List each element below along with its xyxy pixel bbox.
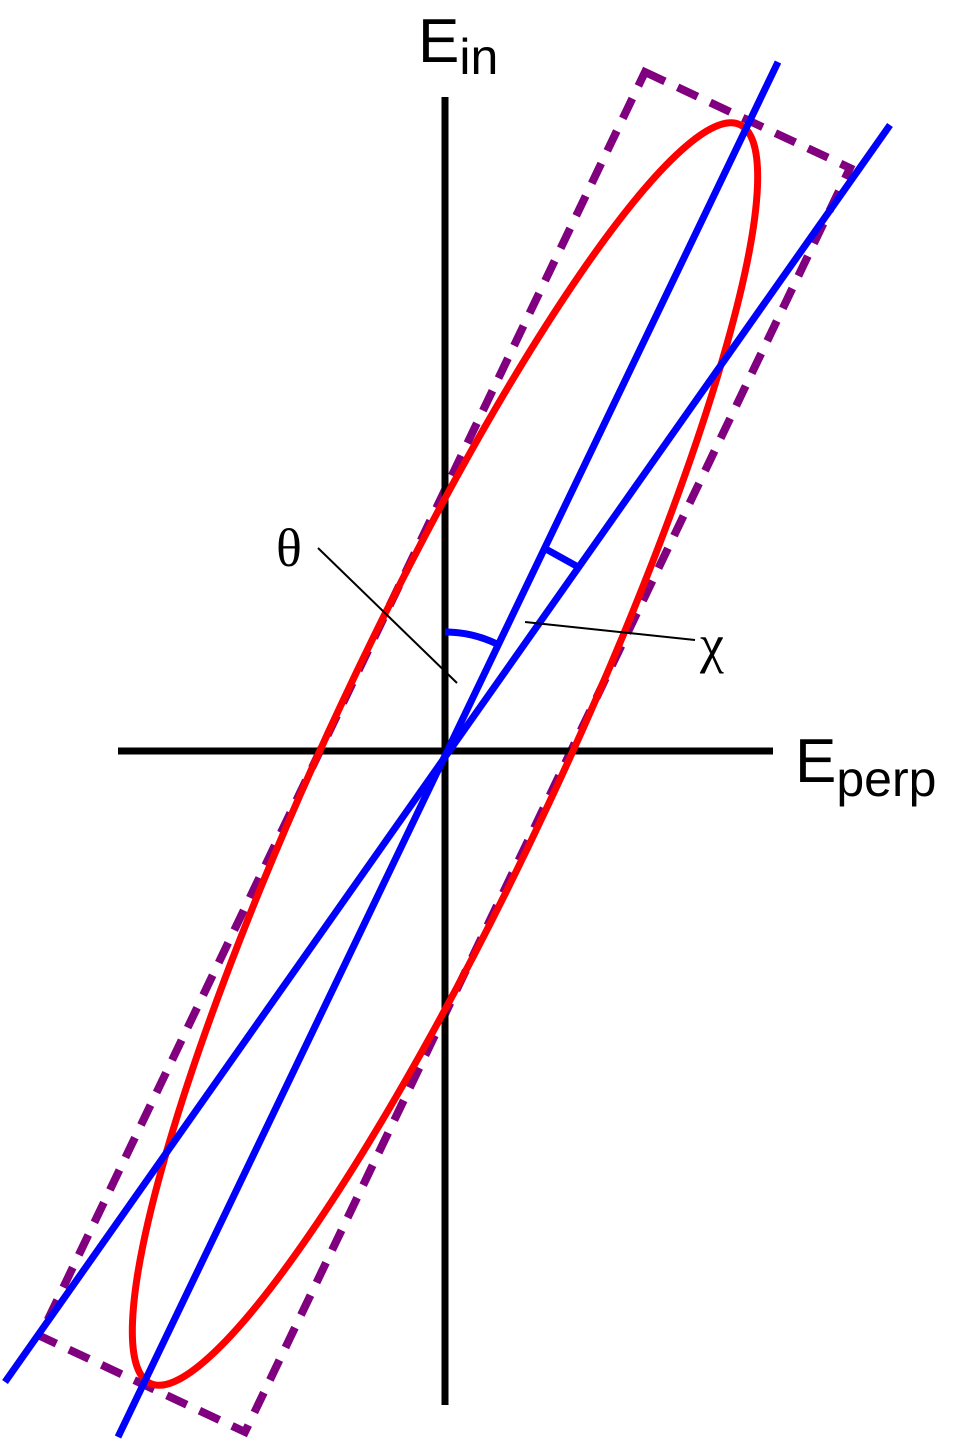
theta-label: θ <box>276 518 302 578</box>
polarization-ellipse <box>128 119 762 1389</box>
chi-label: χ <box>699 614 724 674</box>
horizontal-axis-label: Eperp <box>795 727 936 807</box>
chi-leader <box>524 621 696 641</box>
axis-letter: E <box>795 727 836 796</box>
axis-subscript: in <box>459 29 498 85</box>
diagonal-line <box>2 122 893 1385</box>
vertical-axis-label: Ein <box>418 7 498 85</box>
chi-mark <box>542 544 582 572</box>
axis-subscript: perp <box>836 751 936 807</box>
axis-letter: E <box>418 7 459 76</box>
theta-arc <box>444 628 499 648</box>
theta-leader <box>317 547 458 684</box>
bounding-box <box>34 66 856 1438</box>
